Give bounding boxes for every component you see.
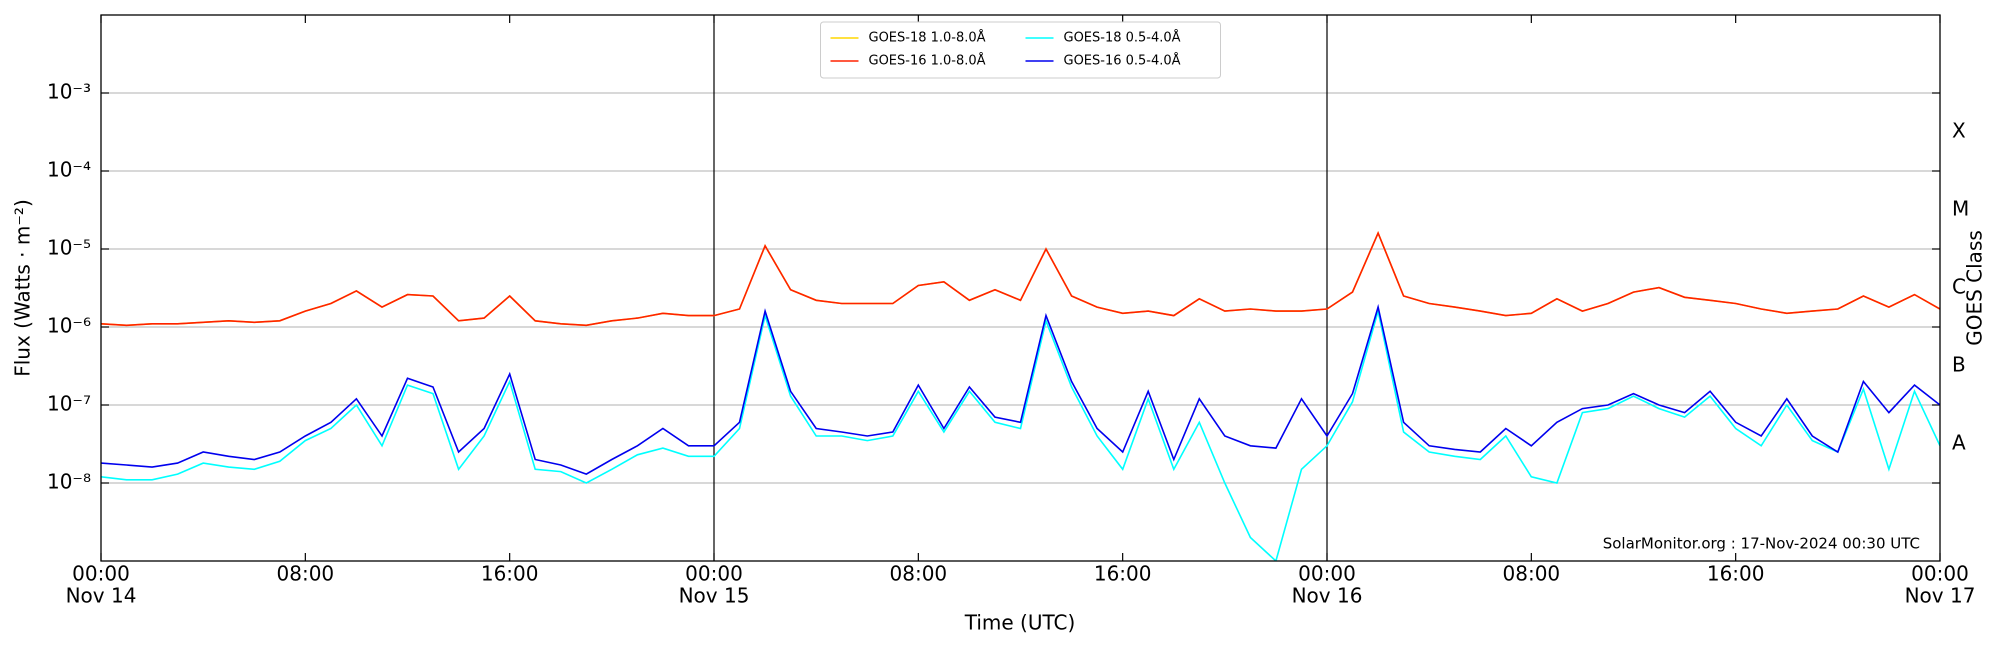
x-tick-label: 16:00 bbox=[481, 562, 539, 586]
legend-label: GOES-18 0.5-4.0Å bbox=[1064, 30, 1181, 46]
x-tick-label: 16:00 bbox=[1094, 562, 1152, 586]
y-tick-label: 10⁻⁴ bbox=[47, 158, 91, 182]
x-tick-label: 08:00 bbox=[890, 562, 948, 586]
y2-tick-label: M bbox=[1952, 197, 1969, 221]
y2-tick-label: C bbox=[1952, 275, 1966, 299]
y2-tick-label: A bbox=[1952, 431, 1966, 455]
y-tick-label: 10⁻⁵ bbox=[47, 236, 91, 260]
y-tick-label: 10⁻⁷ bbox=[47, 392, 91, 416]
legend-label: GOES-16 0.5-4.0Å bbox=[1064, 53, 1181, 69]
y2-axis-label: GOES Class bbox=[1963, 230, 1987, 346]
y-tick-label: 10⁻⁶ bbox=[47, 314, 91, 338]
x-tick-label: 08:00 bbox=[1503, 562, 1561, 586]
x-date-label: Nov 15 bbox=[679, 584, 750, 608]
plot-frame bbox=[100, 14, 1941, 562]
legend-label: GOES-18 1.0-8.0Å bbox=[869, 30, 986, 46]
x-tick-label: 16:00 bbox=[1707, 562, 1765, 586]
legend-box bbox=[820, 21, 1221, 79]
x-tick-label: 00:00 bbox=[685, 562, 743, 586]
legend-label: GOES-16 1.0-8.0Å bbox=[869, 53, 986, 69]
x-date-label: Nov 16 bbox=[1292, 584, 1363, 608]
series-line bbox=[101, 231, 1940, 327]
x-tick-label: 00:00 bbox=[1911, 562, 1969, 586]
series-line bbox=[101, 303, 1940, 475]
y2-tick-label: X bbox=[1952, 119, 1966, 143]
y2-tick-label: B bbox=[1952, 353, 1966, 377]
y-axis-label: Flux (Watts · m⁻²) bbox=[11, 199, 35, 377]
series-line bbox=[101, 231, 1940, 327]
series-line bbox=[101, 310, 1940, 561]
annotation: SolarMonitor.org : 17-Nov-2024 00:30 UTC bbox=[1603, 535, 1920, 553]
x-date-label: Nov 17 bbox=[1905, 584, 1976, 608]
x-tick-label: 08:00 bbox=[277, 562, 335, 586]
x-tick-label: 00:00 bbox=[1298, 562, 1356, 586]
y-tick-label: 10⁻³ bbox=[47, 80, 91, 104]
x-tick-label: 00:00 bbox=[72, 562, 130, 586]
y-tick-label: 10⁻⁸ bbox=[47, 470, 91, 494]
x-date-label: Nov 14 bbox=[66, 584, 137, 608]
x-axis-label: Time (UTC) bbox=[964, 611, 1076, 635]
